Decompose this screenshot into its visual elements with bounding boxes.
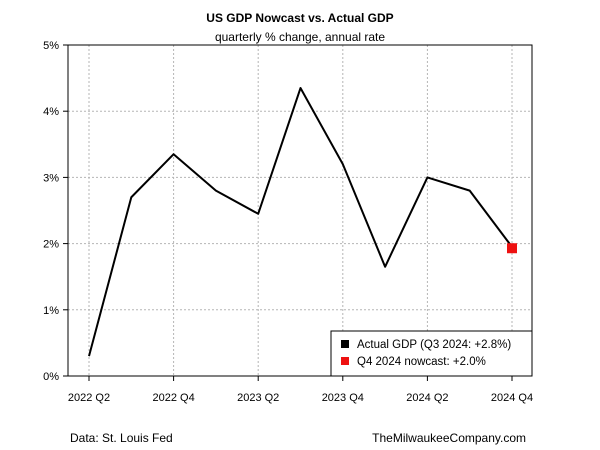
x-tick-label: 2024 Q4 <box>491 392 533 404</box>
legend-label-nowcast: Q4 2024 nowcast: +2.0% <box>357 356 486 368</box>
x-tick-label: 2022 Q4 <box>152 392 194 404</box>
x-tick-label: 2023 Q4 <box>322 392 364 404</box>
legend-box <box>330 330 533 377</box>
x-tick-label: 2023 Q2 <box>237 392 279 404</box>
y-tick-label: 2% <box>43 239 59 251</box>
grid <box>68 45 532 376</box>
chart-title: US GDP Nowcast vs. Actual GDP <box>206 11 393 25</box>
credit-note: TheMilwaukeeCompany.com <box>372 431 526 445</box>
y-tick-label: 1% <box>43 305 59 317</box>
y-tick-label: 5% <box>43 40 59 52</box>
y-tick-label: 0% <box>43 371 59 383</box>
y-tick-label: 3% <box>43 172 59 184</box>
chart-subtitle: quarterly % change, annual rate <box>215 30 385 44</box>
source-note: Data: St. Louis Fed <box>70 431 173 445</box>
axes: 0% 1% 2% 3% 4% 5% 2022 Q2 2022 Q4 2023 Q2 2023 Q4… <box>43 40 533 404</box>
legend: Actual GDP (Q3 2024: +2.8%) Q4 2024 nowc… <box>330 330 533 377</box>
nowcast-marker <box>507 243 517 254</box>
legend-swatch-actual <box>341 340 349 348</box>
y-tick-label: 4% <box>43 106 59 118</box>
x-tick-label: 2024 Q2 <box>406 392 448 404</box>
x-tick-label: 2022 Q2 <box>68 392 110 404</box>
legend-label-actual: Actual GDP (Q3 2024: +2.8%) <box>357 339 511 351</box>
series <box>88 87 517 357</box>
actual-gdp-line <box>88 87 513 357</box>
plot-area <box>67 44 533 377</box>
legend-swatch-nowcast <box>341 357 349 365</box>
